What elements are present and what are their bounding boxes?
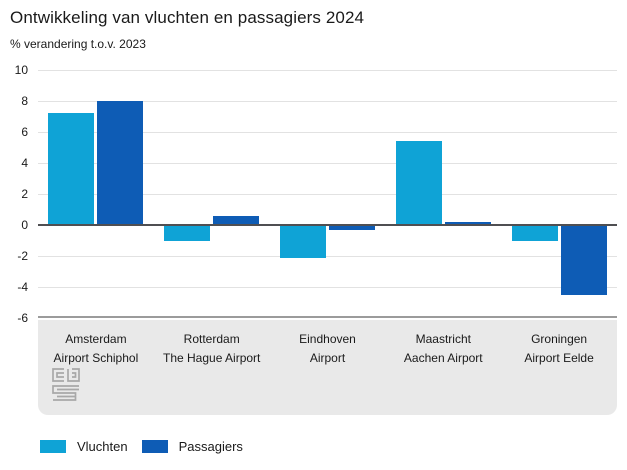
- y-tick-label: 4: [21, 156, 28, 170]
- legend-swatch: [141, 440, 168, 453]
- category-label-2: Eindhoven Airport: [270, 320, 386, 367]
- x-axis-band: Amsterdam Airport Schiphol Rotterdam The Ha…: [38, 320, 617, 415]
- legend-item-passagiers: Passagiers: [141, 439, 243, 454]
- category-line1: Maastricht: [415, 332, 471, 346]
- category-label-4: Groningen Airport Eelde: [501, 320, 617, 367]
- gridline: [38, 69, 617, 71]
- cbs-logo: [52, 368, 80, 401]
- y-tick-label: 0: [21, 218, 28, 232]
- legend-label: Vluchten: [77, 439, 128, 454]
- y-tick-label: 6: [21, 125, 28, 139]
- bar-passagiers-3: [444, 221, 491, 225]
- category-line1: Eindhoven: [299, 332, 356, 346]
- legend-label: Passagiers: [178, 439, 243, 454]
- zero-line: [38, 224, 617, 226]
- bar-passagiers-2: [329, 225, 375, 230]
- gridline: [38, 131, 617, 133]
- y-tick-label: -2: [17, 249, 28, 263]
- category-line2: Aachen Airport: [403, 350, 483, 365]
- legend-item-vluchten: Vluchten: [40, 439, 128, 454]
- category-line2: Airport Schiphol: [53, 350, 139, 365]
- y-tick-label: -4: [17, 280, 28, 294]
- legend-swatch: [40, 440, 66, 453]
- gridline: [38, 100, 617, 102]
- y-tick-label: 10: [14, 63, 28, 77]
- category-line1: Rotterdam: [183, 332, 240, 346]
- gridline: [38, 286, 617, 288]
- bar-passagiers-0: [97, 101, 144, 225]
- category-line1: Groningen: [531, 332, 588, 346]
- category-line1: Amsterdam: [65, 332, 127, 346]
- category-line2: Airport: [309, 350, 346, 365]
- chart-legend: Vluchten Passagiers: [40, 439, 245, 454]
- category-line2: The Hague Airport: [163, 350, 261, 365]
- bar-vluchten-0: [48, 113, 95, 225]
- gridline: [38, 162, 617, 164]
- x-axis-line: [38, 316, 617, 318]
- chart-subtitle: % verandering t.o.v. 2023: [10, 37, 146, 51]
- bar-passagiers-4: [560, 225, 607, 295]
- bar-vluchten-2: [280, 225, 326, 258]
- y-tick-label: -6: [17, 311, 28, 325]
- gridline: [38, 255, 617, 257]
- bar-vluchten-3: [395, 141, 442, 225]
- category-line2: Airport Eelde: [524, 350, 594, 365]
- gridline: [38, 193, 617, 195]
- bar-passagiers-1: [213, 215, 260, 225]
- category-label-3: Maastricht Aachen Airport: [385, 320, 501, 367]
- y-tick-label: 8: [21, 94, 28, 108]
- bar-vluchten-4: [511, 225, 558, 241]
- category-label-0: Amsterdam Airport Schiphol: [38, 320, 154, 367]
- category-label-1: Rotterdam The Hague Airport: [154, 320, 270, 367]
- plot-area: [38, 69, 617, 318]
- y-tick-label: 2: [21, 187, 28, 201]
- chart-title: Ontwikkeling van vluchten en passagiers …: [10, 8, 365, 27]
- bar-vluchten-1: [164, 225, 211, 241]
